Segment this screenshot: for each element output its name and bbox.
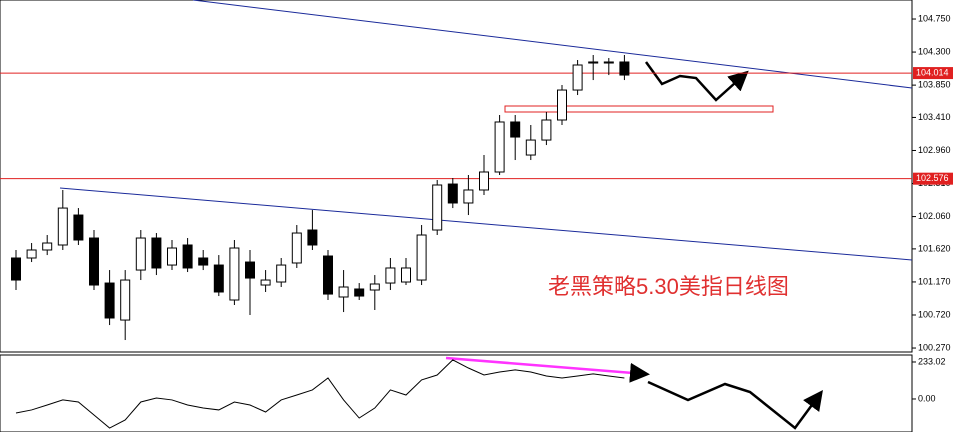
candle-body xyxy=(89,237,99,286)
sub-panel xyxy=(0,354,913,432)
y-tick-label: 0.00 xyxy=(918,393,936,403)
candle-body xyxy=(401,267,411,283)
level-label: 104.014 xyxy=(916,67,949,77)
level-badge xyxy=(913,172,953,185)
y-tick-label: 100.720 xyxy=(918,309,951,319)
candle-body xyxy=(572,64,583,91)
candle-body xyxy=(135,237,146,271)
candle-body xyxy=(603,61,614,64)
forecast-arrows xyxy=(644,61,823,430)
divergence-line xyxy=(445,356,650,383)
candle-body xyxy=(354,288,365,297)
candle-body xyxy=(307,229,318,246)
y-tick-label: 101.170 xyxy=(918,276,951,286)
candle-body xyxy=(260,279,271,286)
zone-box xyxy=(504,105,774,113)
candle-body xyxy=(557,89,567,121)
candle-body xyxy=(26,249,37,259)
candle-body xyxy=(73,214,84,241)
arrow-path xyxy=(644,61,749,102)
candle-body xyxy=(198,257,209,266)
candle-body xyxy=(416,234,427,281)
y-tick-label: 233.02 xyxy=(918,356,946,366)
y-tick-label: 102.960 xyxy=(918,145,951,155)
candle-body xyxy=(104,282,115,319)
candle-body xyxy=(588,61,599,64)
annotation: 老黑策略5.30美指日线图 xyxy=(548,274,789,299)
candle-body xyxy=(42,242,53,251)
candle-body xyxy=(510,121,521,138)
y-tick-label: 103.850 xyxy=(918,79,951,89)
candle-body xyxy=(57,207,68,246)
candle-body xyxy=(120,279,131,321)
candle-body xyxy=(447,183,458,204)
candle-body xyxy=(338,286,349,298)
trend-line xyxy=(59,187,913,261)
candle-body xyxy=(541,119,552,141)
candle-body xyxy=(291,232,302,264)
candle-body xyxy=(182,244,193,269)
candle-body xyxy=(479,171,489,191)
candle-body xyxy=(385,267,396,284)
y-tick-label: 100.270 xyxy=(918,342,951,352)
level-label: 102.576 xyxy=(916,173,949,183)
candle-body xyxy=(276,264,287,283)
candle-body xyxy=(463,189,474,204)
candle-body xyxy=(11,257,21,281)
oscillator-line xyxy=(15,359,625,429)
y-tick-label: 103.410 xyxy=(918,112,951,122)
y-tick-label: 104.300 xyxy=(918,46,951,56)
y-tick-label: 104.750 xyxy=(918,13,951,23)
candle-body xyxy=(213,264,224,293)
candle-body xyxy=(229,247,240,301)
candle-body xyxy=(151,237,162,269)
arrow-path xyxy=(647,380,823,430)
y-tick-label: 101.620 xyxy=(918,243,951,253)
level-badge xyxy=(913,67,953,80)
candle-body xyxy=(619,61,630,76)
y-tick-label: 102.060 xyxy=(918,211,951,221)
candle-body xyxy=(369,283,380,291)
candle-body xyxy=(432,184,443,231)
candle-body xyxy=(167,247,177,266)
candle-body xyxy=(245,261,255,279)
main-panel xyxy=(0,0,913,353)
candle-body xyxy=(323,255,333,295)
candle-body xyxy=(494,121,505,173)
candle-body xyxy=(525,139,536,156)
